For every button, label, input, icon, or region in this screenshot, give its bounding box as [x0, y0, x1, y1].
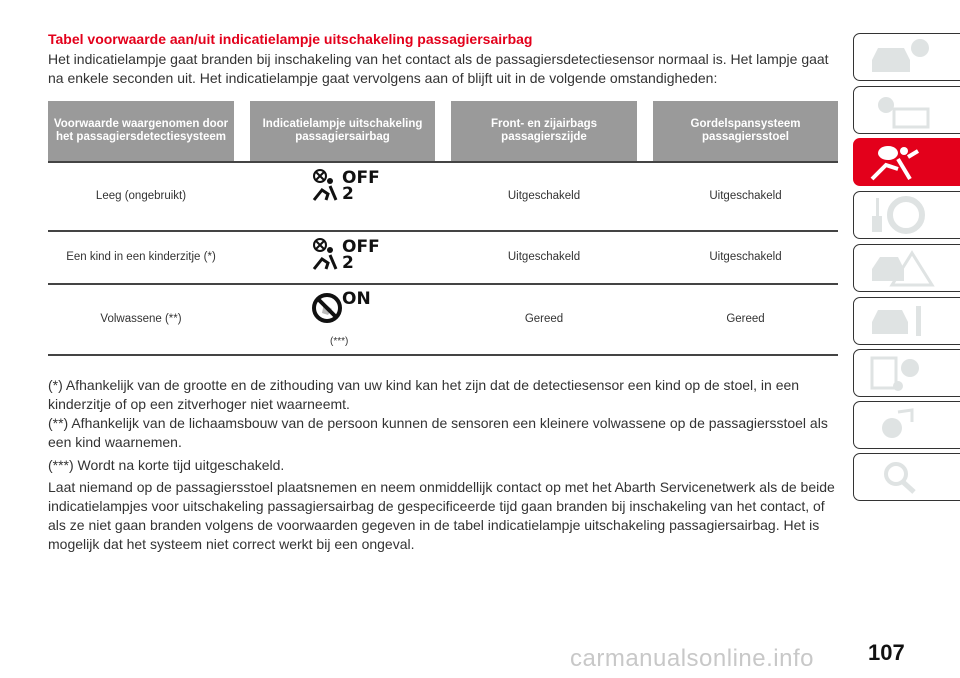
lamp-number: 2 — [342, 184, 354, 204]
note-line: (**) Afhankelijk van de lichaamsbouw van… — [48, 415, 828, 431]
note-line: (***) Wordt na korte tijd uitgeschakeld. — [48, 457, 285, 473]
tab-starting-driving[interactable] — [853, 191, 960, 239]
condition-cell: Leeg (ongebruikt) — [95, 190, 187, 202]
lamp-number: 2 — [342, 253, 354, 273]
pretensioner-cell: Gereed — [726, 313, 765, 325]
tab-emergency[interactable] — [853, 244, 960, 292]
airbag-seatbelt-icon — [870, 146, 920, 181]
car-wrench-icon — [872, 306, 921, 336]
airbags-cell: Uitgeschakeld — [507, 190, 581, 202]
pretensioner-cell: Uitgeschakeld — [709, 251, 782, 263]
intro-line: Het indicatielampje gaat branden bij ins… — [48, 51, 829, 67]
airbag-off-lamp: OFF 2 — [312, 168, 380, 204]
header-lamp: Indicatielampje uitschakeling passagiers… — [250, 101, 435, 161]
airbags-cell: Gereed — [524, 313, 564, 325]
specs-gear-icon — [870, 356, 919, 391]
body-line: mogelijk dat het systeem niet correct we… — [48, 536, 415, 552]
divider — [48, 230, 838, 232]
tab-multimedia[interactable] — [853, 401, 960, 449]
car-info-icon — [872, 39, 929, 72]
page-number: 107 — [868, 640, 905, 665]
note-line: (*) Afhankelijk van de grootte en de zit… — [48, 377, 800, 393]
divider — [48, 161, 838, 163]
no-child-seat-icon — [312, 293, 342, 323]
section-title: Tabel voorwaarde aan/uit indicatielampje… — [48, 31, 533, 47]
header-condition: Voorwaarde waargenomen door het passagie… — [48, 101, 234, 161]
lamp-note: (***) — [330, 336, 349, 347]
warning-light-message-icon — [878, 97, 930, 129]
header-pretensioner: Gordelspansysteem passagiersstoel — [653, 101, 838, 161]
header-airbags: Front- en zijairbags passagierszijde — [451, 101, 637, 161]
pretensioner-cell: Uitgeschakeld — [709, 190, 782, 202]
intro-line: na enkele seconden uit. Het indicatielam… — [48, 70, 718, 86]
tab-maintenance[interactable] — [853, 297, 960, 345]
condition-cell: Volwassene (**) — [100, 313, 182, 325]
tab-warning-lights[interactable] — [853, 86, 960, 134]
divider — [48, 283, 838, 285]
body-line: indicatielampjes voor uitschakeling pass… — [48, 498, 825, 514]
multimedia-icon — [882, 408, 914, 438]
body-line: Laat niemand op de passagiersstoel plaat… — [48, 479, 835, 495]
car-emergency-icon — [872, 250, 935, 287]
body-line: als ze niet gaan branden volgens de voor… — [48, 517, 820, 533]
index-search-icon — [884, 462, 916, 494]
airbag-off-lamp: OFF 2 — [312, 237, 380, 273]
lamp-off-label: OFF — [342, 168, 380, 188]
lamp-on-label: ON — [342, 289, 371, 309]
watermark: carmanualsonline.info — [570, 645, 814, 672]
condition-cell: Een kind in een kinderzitje (*) — [66, 251, 216, 263]
tab-car-info[interactable] — [853, 33, 960, 81]
note-line: kinderzitje of op een zitverhoger niet w… — [48, 396, 350, 412]
airbags-cell: Uitgeschakeld — [507, 251, 581, 263]
divider — [48, 354, 838, 356]
airbag-on-lamp: ON — [312, 289, 371, 327]
airbag-off-icon — [312, 169, 338, 201]
note-line: een kind waarnemen. — [48, 434, 182, 450]
tab-index[interactable] — [853, 453, 960, 501]
tab-safety[interactable] — [853, 138, 960, 186]
key-steering-wheel-icon — [872, 196, 925, 234]
lamp-off-label: OFF — [342, 237, 380, 257]
tab-technical-data[interactable] — [853, 349, 960, 397]
airbag-off-icon — [312, 238, 338, 270]
